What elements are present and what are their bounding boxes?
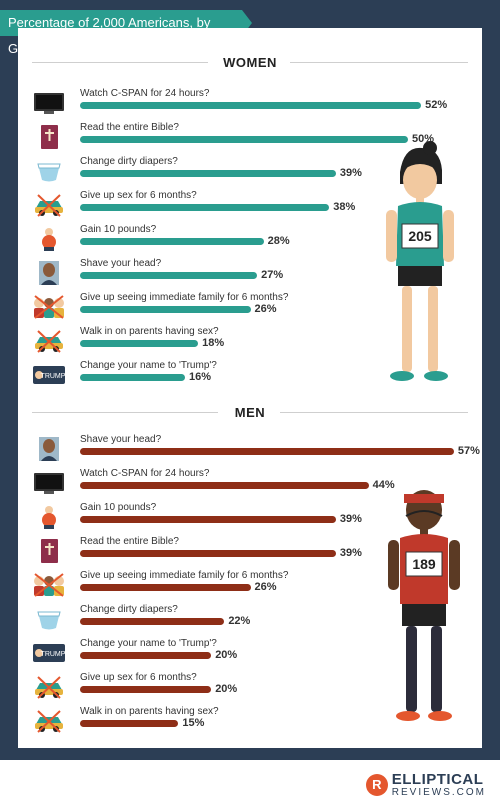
men-row-label: Give up sex for 6 months? <box>80 672 197 683</box>
men-bar <box>80 550 336 557</box>
women-value-label: 16% <box>188 371 211 383</box>
weight-icon <box>32 226 66 252</box>
women-row-label: Shave your head? <box>80 258 162 269</box>
men-bar <box>80 482 369 489</box>
men-value-label: 39% <box>339 513 362 525</box>
men-bar <box>80 686 212 693</box>
trump-nametag-text: TRUMP <box>41 373 66 380</box>
women-row-label: Change dirty diapers? <box>80 156 178 167</box>
family-icon <box>32 294 66 320</box>
women-value-label: 38% <box>333 201 356 213</box>
women-bar <box>80 170 336 177</box>
diaper-icon <box>32 158 66 184</box>
women-divider-left <box>32 62 208 63</box>
men-bar <box>80 448 454 455</box>
men-divider-left <box>32 412 218 413</box>
men-row-label: Change dirty diapers? <box>80 604 178 615</box>
women-bar <box>80 374 185 381</box>
women-section-title: WOMEN <box>223 55 277 70</box>
women-value-label: 39% <box>339 167 362 179</box>
bible-icon <box>32 124 66 150</box>
women-value-label: 27% <box>261 269 284 281</box>
men-value-label: 44% <box>372 479 395 491</box>
men-value-label: 20% <box>215 683 238 695</box>
tv-icon <box>32 90 66 116</box>
men-value-label: 57% <box>457 445 480 457</box>
women-bar <box>80 272 258 279</box>
brand-name: ELLIPTICAL <box>391 771 484 788</box>
men-bar <box>80 652 212 659</box>
women-value-label: 26% <box>254 303 277 315</box>
men-row-label: Shave your head? <box>80 434 162 445</box>
women-row-label: Watch C-SPAN for 24 hours? <box>80 88 210 99</box>
women-row-label: Change your name to 'Trump'? <box>80 360 217 371</box>
bald-icon <box>32 436 66 462</box>
women-value-label: 18% <box>202 337 225 349</box>
nametag-icon: TRUMP <box>32 362 66 388</box>
tv-icon <box>32 470 66 496</box>
women-row-label: Give up sex for 6 months? <box>80 190 197 201</box>
men-bar <box>80 720 179 727</box>
car-icon <box>32 192 66 218</box>
women-value-label: 52% <box>425 99 448 111</box>
men-value-label: 20% <box>215 649 238 661</box>
woman-bib-number: 205 <box>408 228 432 244</box>
trump-nametag-text: TRUMP <box>41 651 66 658</box>
chart-panel: WOMEN MEN Watch C-SPAN for 24 hours? 52% R… <box>18 28 482 748</box>
footer: R ELLIPTICAL REVIEWS.COM <box>0 760 500 811</box>
weight-icon <box>32 504 66 530</box>
men-row-label: Give up seeing immediate family for 6 mo… <box>80 570 289 581</box>
women-bar <box>80 238 264 245</box>
women-row-label: Give up seeing immediate family for 6 mo… <box>80 292 289 303</box>
men-row-label: Read the entire Bible? <box>80 536 179 547</box>
women-bar <box>80 306 251 313</box>
men-value-label: 26% <box>254 581 277 593</box>
men-divider-right <box>280 412 468 413</box>
women-value-label: 28% <box>267 235 290 247</box>
women-row-label: Read the entire Bible? <box>80 122 179 133</box>
women-bar <box>80 136 408 143</box>
women-row-label: Gain 10 pounds? <box>80 224 157 235</box>
men-row-label: Change your name to 'Trump'? <box>80 638 217 649</box>
men-value-label: 15% <box>182 717 205 729</box>
men-bar <box>80 584 251 591</box>
women-bar <box>80 340 199 347</box>
men-section-title: MEN <box>234 405 266 420</box>
men-bar <box>80 516 336 523</box>
car-icon <box>32 674 66 700</box>
men-row-label: Walk in on parents having sex? <box>80 706 219 717</box>
men-value-label: 22% <box>228 615 251 627</box>
brand-logo[interactable]: R ELLIPTICAL REVIEWS.COM <box>365 771 486 798</box>
brand-domain: REVIEWS.COM <box>391 787 486 798</box>
women-bar <box>80 204 330 211</box>
men-value-label: 39% <box>339 547 362 559</box>
men-row-label: Watch C-SPAN for 24 hours? <box>80 468 210 479</box>
men-row-label: Gain 10 pounds? <box>80 502 157 513</box>
bible-icon <box>32 538 66 564</box>
brand-mark-icon: R <box>365 774 388 796</box>
bald-icon <box>32 260 66 286</box>
men-bar <box>80 618 225 625</box>
car-icon <box>32 708 66 734</box>
man-bib-number: 189 <box>412 556 436 572</box>
car-icon <box>32 328 66 354</box>
women-bar <box>80 102 422 109</box>
diaper-icon <box>32 606 66 632</box>
family-icon <box>32 572 66 598</box>
women-divider-right <box>290 62 468 63</box>
women-row-label: Walk in on parents having sex? <box>80 326 219 337</box>
nametag-icon: TRUMP <box>32 640 66 666</box>
woman-runner-illustration: 205 <box>386 141 454 381</box>
infographic-frame: Percentage of 2,000 Americans, by Gender… <box>0 0 500 760</box>
man-runner-illustration: 189 <box>388 490 460 721</box>
